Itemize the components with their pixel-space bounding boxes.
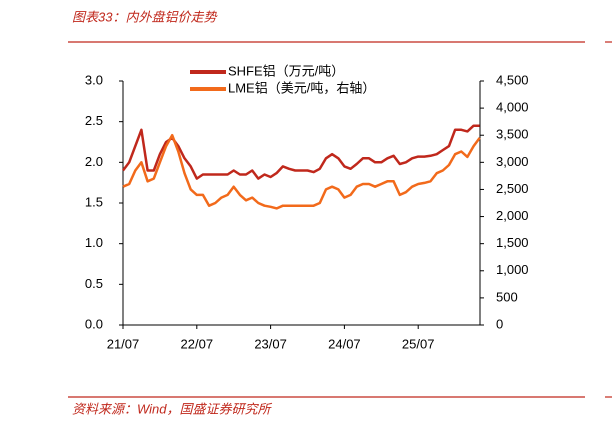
y2-tick-label: 2,500 [496, 181, 529, 196]
y2-tick-label: 2,000 [496, 208, 529, 223]
y2-tick-label: 3,000 [496, 154, 529, 169]
source: 资料来源：Wind，国盛证券研究所 [72, 401, 273, 416]
x-tick-label: 23/07 [254, 336, 287, 351]
chart-title: 图表33：内外盘铝价走势 [72, 9, 218, 24]
y-tick-label: 3.0 [85, 72, 103, 87]
legend-label: LME铝（美元/吨，右轴） [228, 80, 375, 95]
y-tick-label: 1.5 [85, 194, 103, 209]
y2-tick-label: 0 [496, 316, 503, 331]
y2-tick-label: 1,000 [496, 262, 529, 277]
line-series [122, 124, 480, 180]
y2-tick-label: 1,500 [496, 235, 529, 250]
y-tick-label: 1.0 [85, 235, 103, 250]
line-series [122, 133, 481, 210]
y2-tick-label: 3,500 [496, 127, 529, 142]
y-tick-label: 2.5 [85, 113, 103, 128]
y-tick-label: 2.0 [85, 154, 103, 169]
x-tick-label: 24/07 [328, 336, 361, 351]
y-tick-label: 0.0 [85, 316, 103, 331]
x-tick-label: 22/07 [181, 336, 214, 351]
y-tick-label: 0.5 [85, 276, 103, 291]
legend-label: SHFE铝（万元/吨） [228, 63, 344, 78]
x-tick-label: 21/07 [107, 336, 140, 351]
y2-tick-label: 4,500 [496, 72, 529, 87]
y2-tick-label: 4,000 [496, 100, 529, 115]
x-tick-label: 25/07 [402, 336, 435, 351]
y2-tick-label: 500 [496, 289, 518, 304]
